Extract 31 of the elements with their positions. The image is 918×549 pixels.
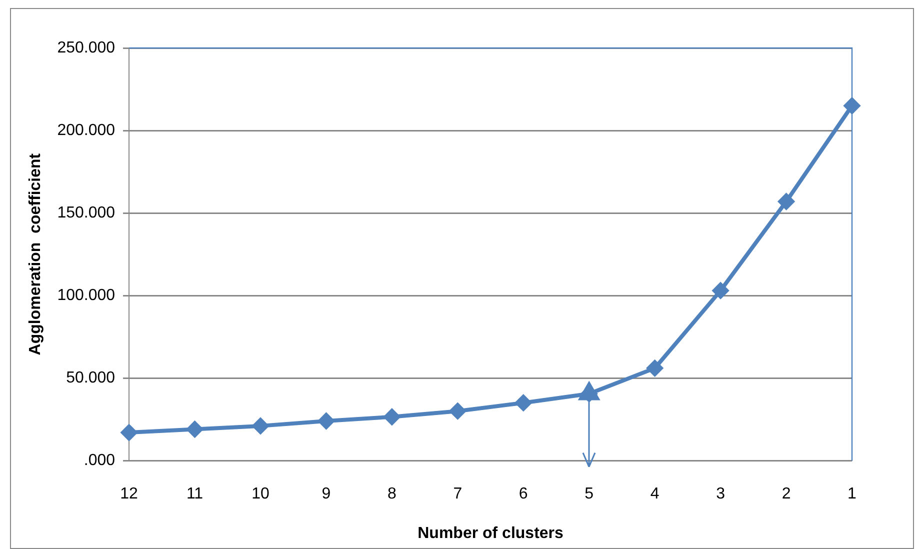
y-axis-title: Agglomeration coefficient [27,152,44,356]
y-tick-label: 250.000 [57,39,116,56]
point [844,98,860,114]
y-tick-label: 200.000 [57,122,116,139]
point [252,418,268,434]
point [318,412,334,429]
point [646,360,663,376]
x-tick-label: 11 [186,486,204,503]
point [450,403,466,420]
point [515,394,532,411]
x-tick-label: 9 [322,486,331,503]
x-axis-title: Number of clusters [418,524,564,542]
x-tick-label: 2 [782,486,791,503]
y-tick-label: 100.000 [57,286,116,304]
x-tick-label: 4 [650,486,660,503]
point [778,193,794,210]
point [384,408,400,425]
x-tick-label: 8 [387,486,396,503]
x-tick-label: 3 [716,486,726,503]
x-tick-label: 1 [848,486,857,503]
x-tick-label: 5 [584,486,594,503]
point [186,421,203,438]
x-tick-label: 6 [518,486,528,503]
y-tick-label: .000 [84,452,116,470]
y-tick-label: 150.000 [57,204,116,222]
x-tick-label: 10 [252,486,270,503]
x-tick-label: 12 [120,486,138,503]
point [121,424,138,441]
x-tick-label: 7 [453,486,462,503]
point [712,282,729,299]
y-tick-label: 50.000 [66,369,116,386]
